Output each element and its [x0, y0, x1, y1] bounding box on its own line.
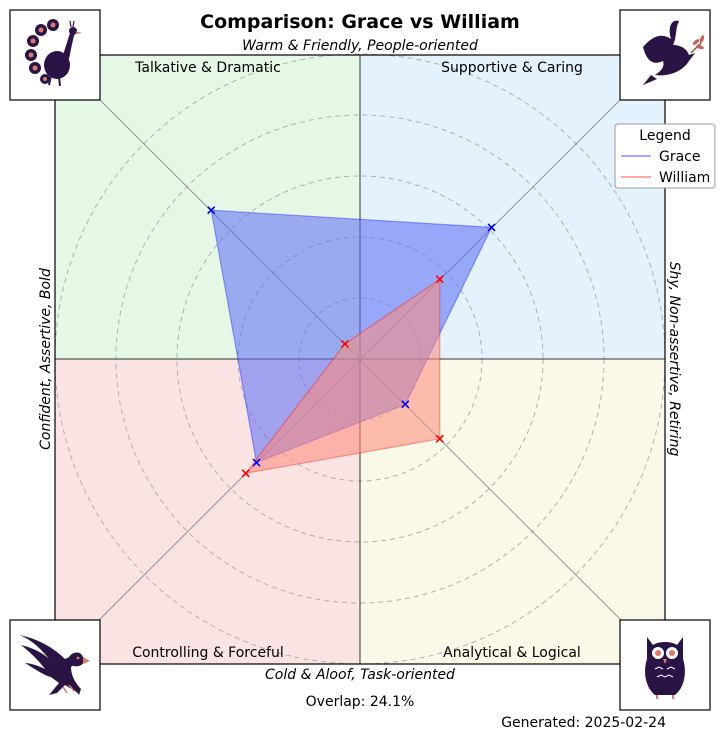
axis-label-left: Confident, Assertive, Bold — [38, 268, 54, 450]
eagle-icon — [9, 619, 101, 711]
axis-label-right: Shy, Non-assertive, Retiring — [666, 262, 682, 457]
chart-title: Comparison: Grace vs William — [200, 11, 520, 33]
quadrant-label-supportive: Supportive & Caring — [441, 60, 583, 76]
owl-icon — [619, 619, 711, 711]
plot-frame — [54, 54, 666, 665]
peacock-icon — [9, 9, 101, 101]
quadrant-label-controlling: Controlling & Forceful — [132, 645, 284, 661]
marker-william-analytical — [435, 434, 444, 443]
quadrant-label-analytical: Analytical & Logical — [443, 645, 581, 661]
marker-william-controlling — [241, 469, 250, 478]
series-layer — [207, 206, 496, 478]
axis-label-top: Warm & Friendly, People-oriented — [242, 38, 478, 54]
legend: Legend Grace William — [614, 123, 716, 189]
dove-icon — [619, 9, 711, 101]
marker-grace-talkative — [207, 206, 216, 215]
legend-label-grace: Grace — [659, 149, 701, 165]
marker-grace-analytical — [401, 400, 410, 409]
marker-grace-supportive — [487, 223, 496, 232]
legend-label-william: William — [659, 170, 710, 186]
marker-william-supportive — [435, 275, 444, 284]
axis-label-bottom: Cold & Aloof, Task-oriented — [265, 667, 455, 683]
legend-title: Legend — [639, 128, 690, 144]
overlap-text: Overlap: 24.1% — [306, 694, 415, 710]
quadrant-label-talkative: Talkative & Dramatic — [134, 60, 281, 76]
marker-william-talkative — [340, 339, 349, 348]
generated-text: Generated: 2025-02-24 — [501, 715, 666, 731]
marker-grace-controlling — [252, 458, 261, 467]
legend-box — [614, 123, 716, 189]
